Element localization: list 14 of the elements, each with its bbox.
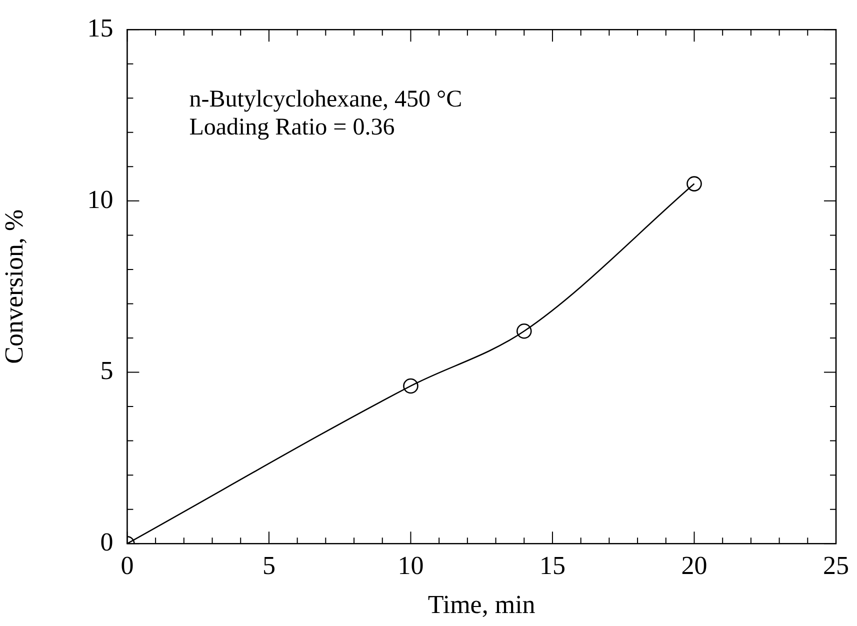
y-tick-label: 0 (100, 527, 114, 556)
y-tick-label: 15 (87, 13, 114, 42)
x-tick-label: 10 (398, 551, 424, 580)
x-tick-label: 5 (262, 551, 276, 580)
x-tick-label: 20 (681, 551, 708, 580)
y-tick-label: 5 (100, 356, 114, 386)
x-axis-title: Time, min (428, 590, 536, 620)
x-tick-label: 15 (539, 551, 566, 580)
y-tick-label: 10 (87, 184, 114, 214)
y-axis-title: Conversion, % (0, 209, 28, 364)
x-tick-label: 25 (823, 551, 849, 580)
annotation: Loading Ratio = 0.36 (189, 114, 395, 141)
annotation: n-Butylcyclohexane, 450 °C (189, 86, 462, 113)
x-tick-label: 0 (120, 551, 134, 580)
